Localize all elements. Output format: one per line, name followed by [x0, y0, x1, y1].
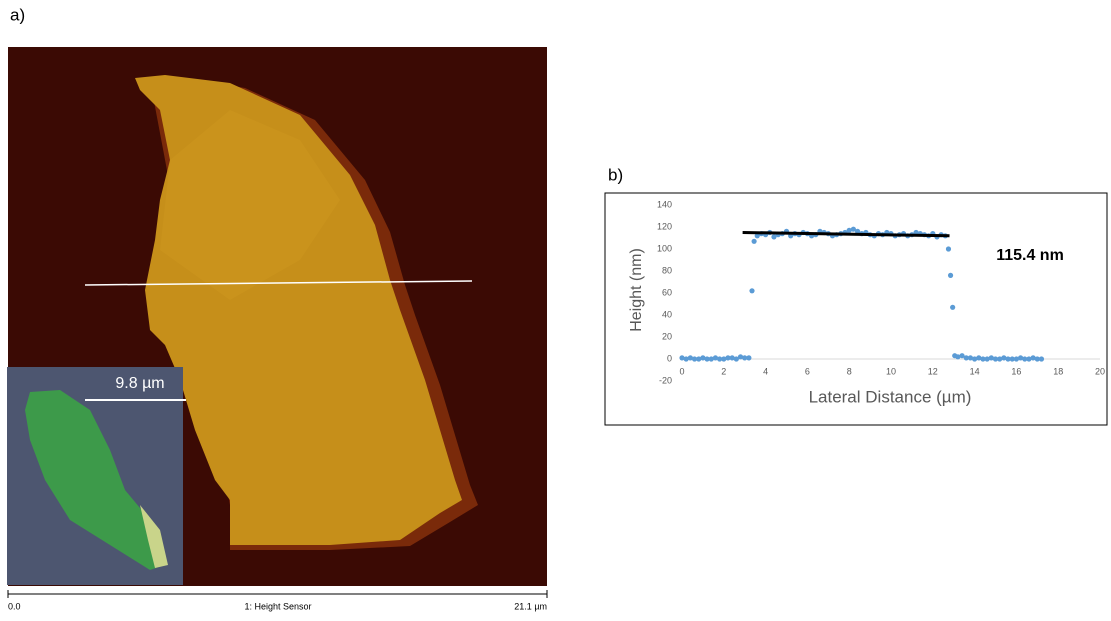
x-tick-label: 16	[1011, 366, 1021, 376]
x-tick-label: 20	[1095, 366, 1105, 376]
point	[980, 356, 986, 362]
point	[972, 356, 978, 362]
point	[1022, 356, 1028, 362]
y-tick-label: 80	[662, 265, 672, 275]
point	[737, 354, 744, 360]
y-tick-label: 20	[662, 331, 672, 341]
point	[687, 355, 693, 361]
point	[976, 355, 982, 361]
x-tick-label: 6	[805, 366, 810, 376]
y-tick-label: 40	[662, 309, 672, 319]
point	[963, 355, 969, 361]
point	[704, 356, 710, 362]
point	[683, 356, 689, 362]
x-tick-label: 10	[886, 366, 896, 376]
point	[691, 356, 698, 362]
point	[1005, 356, 1011, 362]
point	[679, 355, 685, 361]
point	[746, 355, 752, 361]
x-tick-label: 8	[847, 366, 852, 376]
y-tick-label: 0	[667, 353, 672, 363]
point	[955, 354, 961, 360]
y-tick-label: 100	[657, 243, 672, 253]
point	[854, 228, 861, 234]
point	[984, 356, 990, 362]
point	[947, 272, 954, 278]
point	[997, 356, 1003, 362]
y-tick-label: 60	[662, 287, 672, 297]
point	[729, 355, 735, 361]
point	[846, 227, 852, 233]
x-axis-label: Lateral Distance (µm)	[809, 387, 972, 406]
point	[721, 356, 727, 362]
annotation: 115.4 nm	[996, 247, 1064, 264]
channel-label: 1: Height Sensor	[244, 601, 311, 611]
scale-end: 21.1 µm	[514, 601, 547, 611]
point	[725, 355, 731, 361]
point	[1038, 356, 1045, 362]
point	[749, 288, 755, 294]
point	[1001, 355, 1007, 361]
point	[1030, 355, 1036, 361]
panel-label: a)	[10, 5, 25, 24]
point	[950, 304, 956, 310]
point	[751, 238, 757, 244]
point	[708, 356, 714, 362]
point	[696, 356, 702, 362]
point	[733, 356, 739, 362]
point	[850, 226, 856, 232]
fit-line	[742, 231, 950, 238]
point	[700, 355, 706, 361]
inset-scale: 9.8 µm	[115, 375, 164, 392]
point	[988, 355, 994, 361]
x-tick-label: 18	[1053, 366, 1063, 376]
point	[742, 355, 748, 361]
x-tick-label: 14	[970, 366, 980, 376]
point	[1009, 356, 1015, 362]
x-tick-label: 2	[721, 366, 726, 376]
point	[712, 355, 719, 361]
x-tick-label: 4	[763, 366, 768, 376]
point	[1017, 355, 1024, 361]
y-tick-label: 140	[657, 199, 672, 209]
x-tick-label: 0	[679, 366, 684, 376]
point	[771, 234, 777, 240]
y-axis-label: Height (nm)	[628, 248, 645, 332]
point	[1013, 356, 1020, 362]
panel-label: b)	[608, 165, 623, 184]
point	[959, 353, 965, 359]
chart: Height (nm) Lateral Distance (µm) 115.4 …	[628, 199, 1105, 406]
point	[992, 356, 999, 362]
x-tick-label: 12	[928, 366, 938, 376]
afm-image: 9.8 µm 0.0 1: Height Sensor 21.1 µm	[7, 47, 548, 611]
scale-start: 0.0	[8, 601, 21, 611]
point	[967, 355, 974, 361]
point	[945, 246, 952, 252]
y-tick-label: 120	[657, 221, 672, 231]
point	[1026, 356, 1032, 362]
y-tick-label: -20	[659, 375, 672, 385]
point	[717, 356, 723, 362]
point	[754, 233, 760, 239]
point	[1034, 356, 1040, 362]
